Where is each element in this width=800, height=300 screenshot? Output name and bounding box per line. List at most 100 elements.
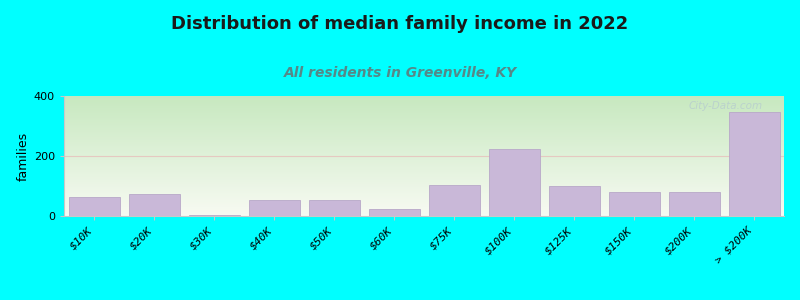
Bar <box>64 99 784 100</box>
Bar <box>64 124 784 125</box>
Bar <box>64 182 784 183</box>
Bar <box>64 160 784 161</box>
Bar <box>64 152 784 153</box>
Bar <box>64 149 784 150</box>
Bar <box>64 159 784 160</box>
Bar <box>64 114 784 115</box>
Bar <box>64 191 784 192</box>
Bar <box>64 133 784 134</box>
Bar <box>64 143 784 144</box>
Bar <box>64 178 784 179</box>
Bar <box>64 96 784 97</box>
Bar <box>549 186 599 216</box>
Bar <box>64 116 784 117</box>
Bar <box>64 97 784 98</box>
Bar <box>64 122 784 123</box>
Bar <box>64 148 784 149</box>
Bar <box>64 207 784 208</box>
Bar <box>69 196 119 216</box>
Bar <box>64 108 784 109</box>
Bar <box>64 123 784 124</box>
Bar <box>669 192 719 216</box>
Bar <box>64 118 784 119</box>
Bar <box>64 197 784 198</box>
Bar <box>64 147 784 148</box>
Bar <box>64 102 784 103</box>
Bar <box>64 212 784 213</box>
Bar <box>189 214 239 216</box>
Bar <box>64 125 784 126</box>
Bar <box>64 144 784 145</box>
Bar <box>64 203 784 204</box>
Text: All residents in Greenville, KY: All residents in Greenville, KY <box>283 66 517 80</box>
Bar <box>64 138 784 139</box>
Bar <box>64 134 784 135</box>
Bar <box>489 148 539 216</box>
Bar <box>64 126 784 127</box>
Bar <box>64 112 784 113</box>
Bar <box>64 211 784 212</box>
Bar <box>64 190 784 191</box>
Bar <box>64 113 784 114</box>
Bar <box>64 121 784 122</box>
Bar <box>64 156 784 157</box>
Bar <box>64 162 784 163</box>
Bar <box>64 119 784 120</box>
Bar <box>64 171 784 172</box>
Bar <box>64 177 784 178</box>
Bar <box>64 172 784 173</box>
Bar <box>64 139 784 140</box>
Bar <box>64 106 784 107</box>
Bar <box>64 163 784 164</box>
Bar <box>64 117 784 118</box>
Bar <box>64 150 784 151</box>
Bar <box>64 129 784 130</box>
Bar <box>64 180 784 181</box>
Bar <box>64 175 784 176</box>
Bar <box>64 151 784 152</box>
Bar <box>64 142 784 143</box>
Bar <box>64 141 784 142</box>
Bar <box>64 215 784 216</box>
Bar <box>64 155 784 156</box>
Bar <box>64 145 784 146</box>
Bar <box>129 194 179 216</box>
Bar <box>64 169 784 170</box>
Y-axis label: families: families <box>17 131 30 181</box>
Bar <box>64 136 784 137</box>
Bar <box>64 192 784 193</box>
Bar <box>64 111 784 112</box>
Bar <box>64 100 784 101</box>
Bar <box>64 195 784 196</box>
Bar <box>64 140 784 141</box>
Bar <box>64 176 784 177</box>
Bar <box>249 200 299 216</box>
Bar <box>64 181 784 182</box>
Bar <box>64 137 784 138</box>
Bar <box>369 208 419 216</box>
Bar <box>64 194 784 195</box>
Bar <box>64 169 784 170</box>
Bar <box>429 184 479 216</box>
Bar <box>64 107 784 108</box>
Bar <box>64 153 784 154</box>
Bar <box>64 110 784 111</box>
Bar <box>64 204 784 205</box>
Bar <box>64 115 784 116</box>
Bar <box>64 199 784 200</box>
Bar <box>64 214 784 215</box>
Bar <box>64 157 784 158</box>
Bar <box>64 187 784 188</box>
Bar <box>64 120 784 121</box>
Bar <box>64 209 784 210</box>
Bar <box>64 189 784 190</box>
Bar <box>64 201 784 202</box>
Bar <box>64 132 784 133</box>
Bar <box>64 202 784 203</box>
Bar <box>64 128 784 129</box>
Bar <box>64 165 784 166</box>
Bar <box>64 213 784 214</box>
Bar <box>64 127 784 128</box>
Bar <box>64 168 784 169</box>
Bar <box>64 101 784 102</box>
